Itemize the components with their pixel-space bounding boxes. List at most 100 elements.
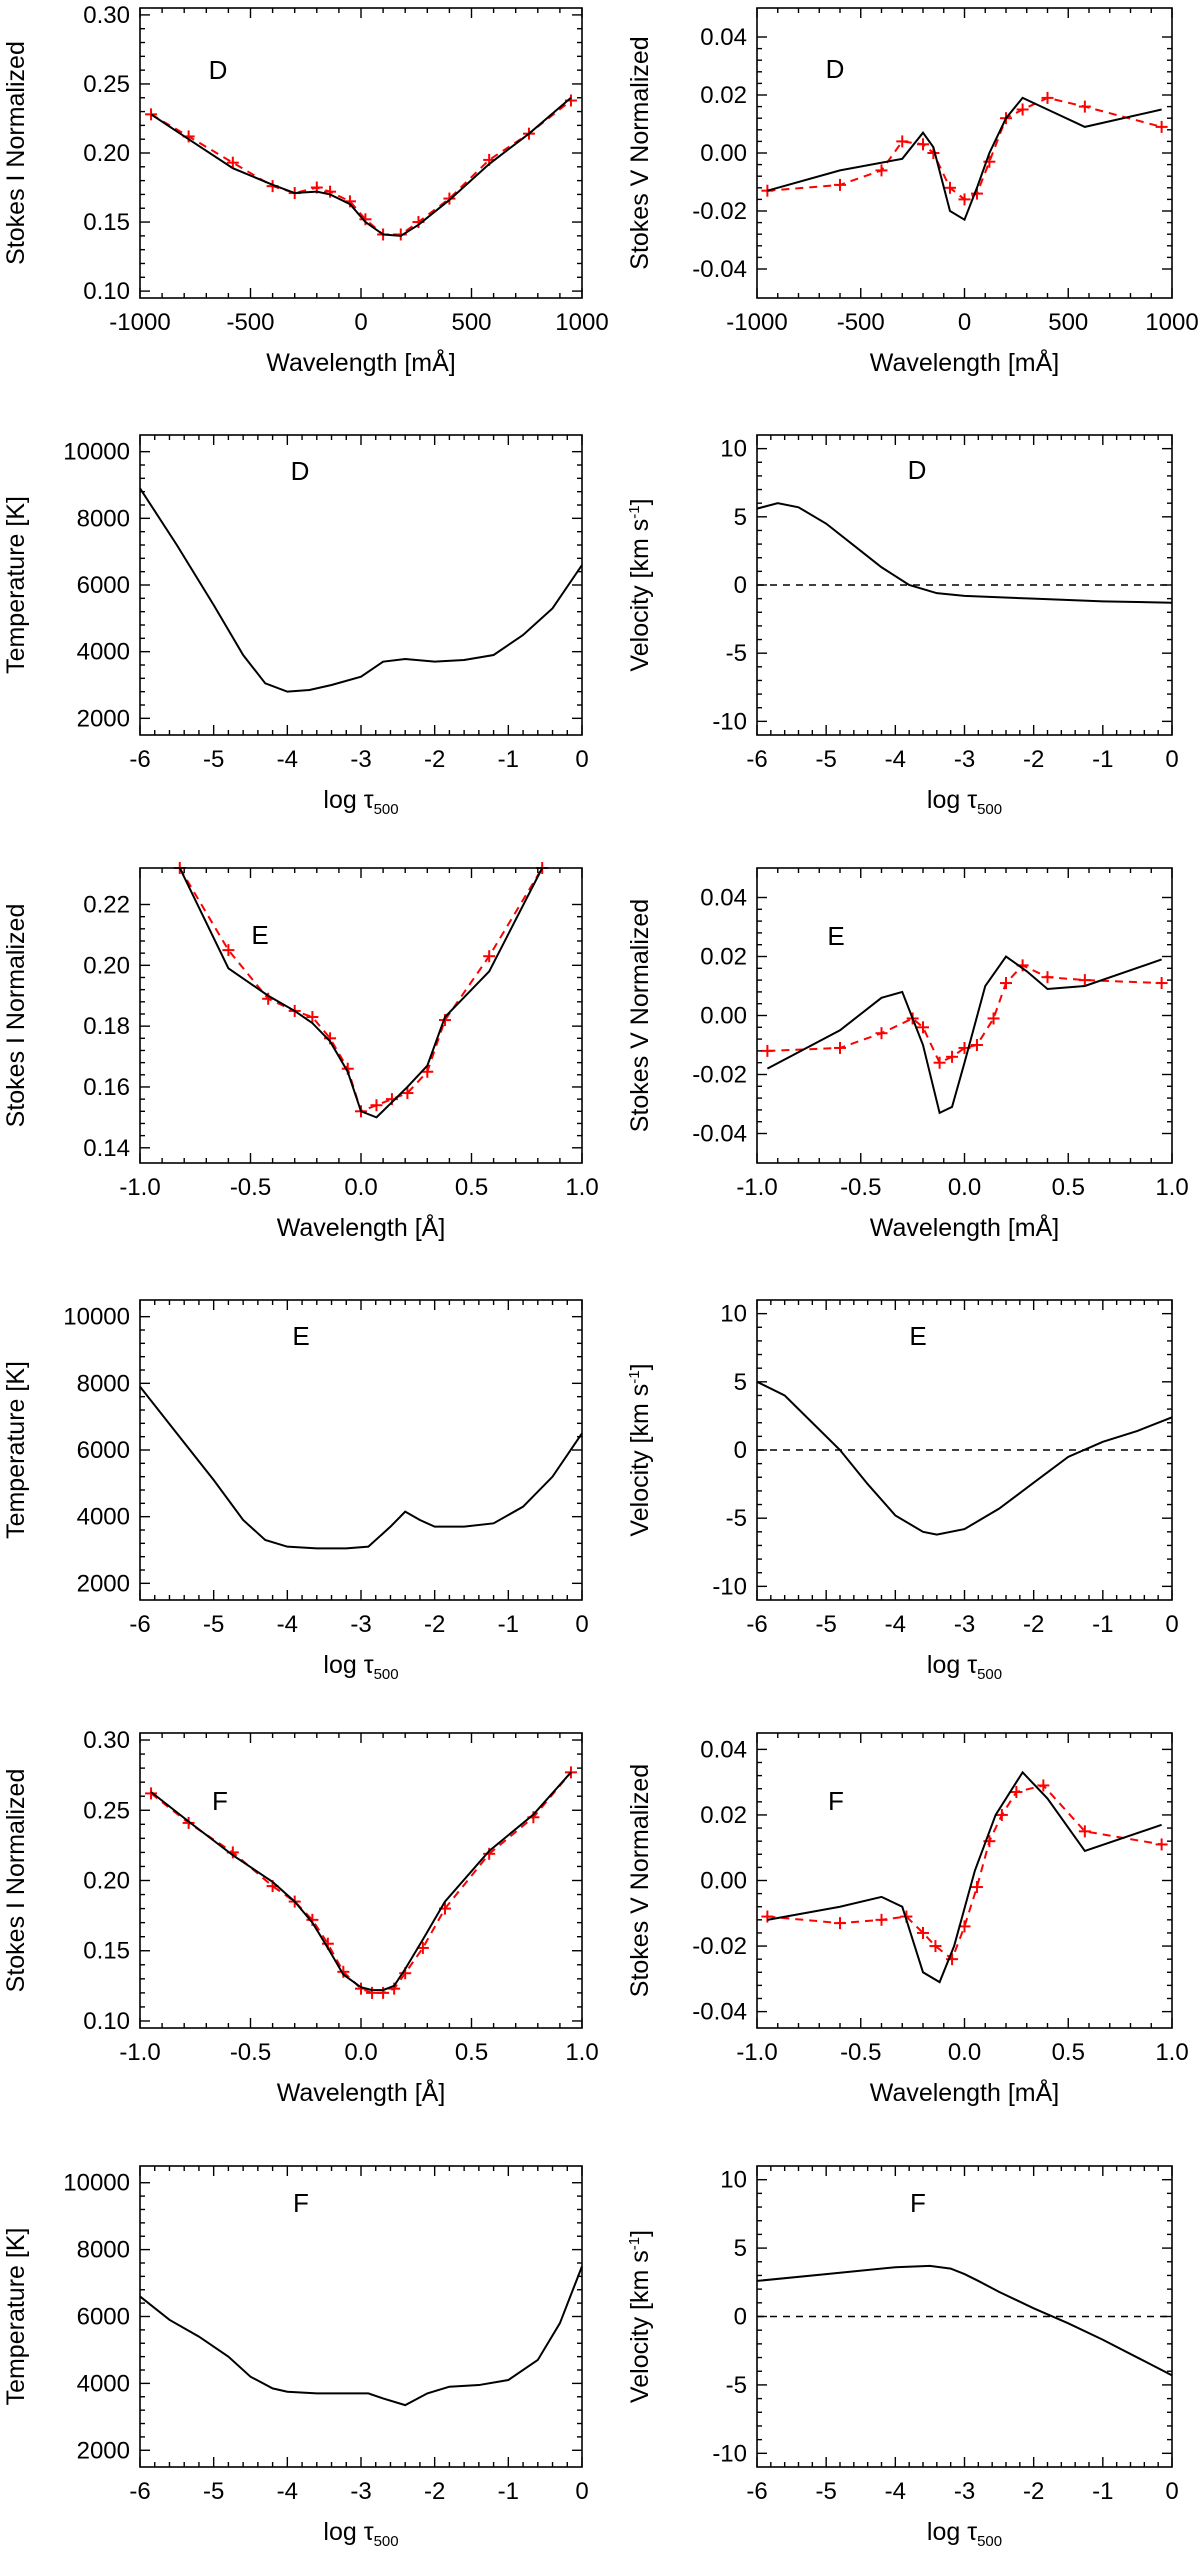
x-tick-label: -6	[129, 2478, 150, 2505]
y-tick-label: 6000	[77, 2304, 130, 2331]
x-tick-label: -4	[277, 746, 298, 773]
observed-point-marker	[1041, 91, 1054, 104]
x-axis-title: log τ500	[927, 786, 1002, 818]
x-tick-label: -500	[837, 309, 885, 336]
y-tick-label: 10000	[63, 439, 130, 466]
x-tick-label: -4	[277, 2478, 298, 2505]
x-tick-label: 1.0	[565, 2039, 598, 2066]
x-tick-label: 0.5	[455, 1174, 488, 1201]
x-tick-label: 1.0	[565, 1174, 598, 1201]
series-line-velocity	[756, 2264, 1173, 2377]
observed-point-marker	[917, 138, 929, 151]
x-tick-label: 0.0	[344, 1174, 377, 1201]
x-tick-label: -3	[954, 2478, 975, 2505]
plot-frame	[139, 434, 583, 736]
x-tick-label: 0.5	[1052, 1174, 1085, 1201]
panel-label: D	[291, 456, 310, 486]
observed-point-marker	[929, 1940, 942, 1953]
observed-point-marker	[987, 1012, 1000, 1025]
observed-point-marker	[875, 164, 888, 177]
x-tick-label: -1	[498, 1611, 519, 1638]
y-axis-title: Velocity [km s-1]	[626, 2230, 654, 2403]
y-tick-label: -10	[712, 2440, 747, 2467]
y-tick-label: -10	[712, 1573, 747, 1600]
x-tick-label: -0.5	[230, 2039, 271, 2066]
x-tick-label: -5	[815, 2478, 836, 2505]
panel-label: F	[910, 2188, 926, 2218]
y-axis-title: Stokes I Normalized	[2, 41, 30, 265]
x-tick-label: -2	[1023, 1611, 1044, 1638]
x-tick-label: -3	[350, 1611, 371, 1638]
plot-frame	[756, 7, 1173, 299]
y-tick-label: 0.16	[83, 1074, 130, 1101]
series-line-fit	[767, 1770, 1162, 1984]
x-tick-label: 0.5	[1052, 2039, 1085, 2066]
observed-point-marker	[377, 1986, 390, 1999]
y-tick-label: -0.02	[692, 1062, 747, 1089]
observed-point-marker	[366, 1986, 379, 1999]
panel-label: D	[826, 54, 845, 84]
observed-point-marker	[834, 1041, 846, 1054]
observed-point-marker	[401, 1087, 414, 1100]
x-tick-label: -5	[203, 1611, 224, 1638]
series-line-fit	[150, 1771, 572, 1992]
y-tick-label: 0.20	[83, 952, 130, 979]
series-line-fit	[150, 97, 572, 237]
y-tick-label: -5	[726, 640, 747, 667]
y-tick-label: 0.15	[83, 209, 130, 236]
y-tick-label: 8000	[77, 1370, 130, 1397]
x-tick-label: -6	[746, 1611, 767, 1638]
panel-label: D	[209, 55, 228, 85]
y-tick-label: 2000	[77, 705, 130, 732]
x-axis-title: log τ500	[323, 786, 398, 818]
y-tick-label: 4000	[77, 2370, 130, 2397]
x-tick-label: -5	[203, 746, 224, 773]
observed-point-marker	[324, 185, 337, 198]
observed-point-marker	[761, 1044, 774, 1057]
observed-point-marker	[1037, 1779, 1050, 1792]
chart-D_temperature: -6 -5 -4 -3 -2 -1 0 2000 4000 6000 8000 10000 log τ5…	[2, 434, 589, 818]
observed-point-marker	[896, 135, 909, 148]
y-tick-label: -0.04	[692, 1121, 747, 1148]
observed-point-marker	[1155, 120, 1168, 133]
observed-point-marker	[917, 1926, 929, 1939]
observed-point-marker	[226, 156, 239, 169]
x-tick-label: 1000	[555, 309, 608, 336]
observed-point-marker	[995, 1808, 1008, 1821]
observed-point-marker	[958, 193, 971, 206]
plot-frame	[139, 2165, 583, 2468]
plot-frame	[139, 7, 583, 299]
observed-point-marker	[1155, 1838, 1168, 1851]
panel-label: E	[292, 1321, 309, 1351]
y-tick-label: 0.04	[700, 885, 747, 912]
y-axis-title: Stokes V Normalized	[626, 1764, 654, 1997]
panel-label: E	[827, 921, 844, 951]
x-tick-label: -2	[1023, 2478, 1044, 2505]
plot-frame	[139, 1299, 583, 1601]
observed-profile-line-observed	[150, 1771, 572, 1994]
y-tick-label: 6000	[77, 1437, 130, 1464]
x-axis-title: log τ500	[927, 2518, 1002, 2550]
y-tick-label: 0.00	[700, 1003, 747, 1030]
observed-point-marker	[1078, 100, 1091, 113]
series-line-velocity	[756, 502, 1173, 604]
observed-profile-line-observed	[767, 96, 1162, 201]
observed-point-marker	[1000, 977, 1012, 990]
y-tick-label: -5	[726, 1505, 747, 1532]
y-tick-label: 0.25	[83, 71, 130, 98]
observed-profile-line-observed	[767, 964, 1162, 1065]
panel-label: F	[212, 1786, 228, 1816]
y-tick-label: 0.18	[83, 1013, 130, 1040]
observed-point-marker	[443, 192, 456, 205]
x-axis-title: log τ500	[323, 1651, 398, 1683]
observed-profile-line-observed	[178, 867, 544, 1113]
chart-D_stokesI: -1000 -500 0 500 1000 0.10 0.15 0.20 0.25 0.30 Wav…	[2, 2, 609, 377]
x-axis-title: Wavelength [mÅ]	[266, 347, 455, 377]
observed-point-marker	[1016, 103, 1029, 116]
y-tick-label: 0	[734, 1437, 747, 1464]
y-tick-label: 0.00	[700, 140, 747, 167]
y-tick-label: -0.04	[692, 1999, 747, 2026]
y-axis-title: Temperature [K]	[2, 496, 30, 674]
y-axis-title: Stokes V Normalized	[626, 899, 654, 1132]
